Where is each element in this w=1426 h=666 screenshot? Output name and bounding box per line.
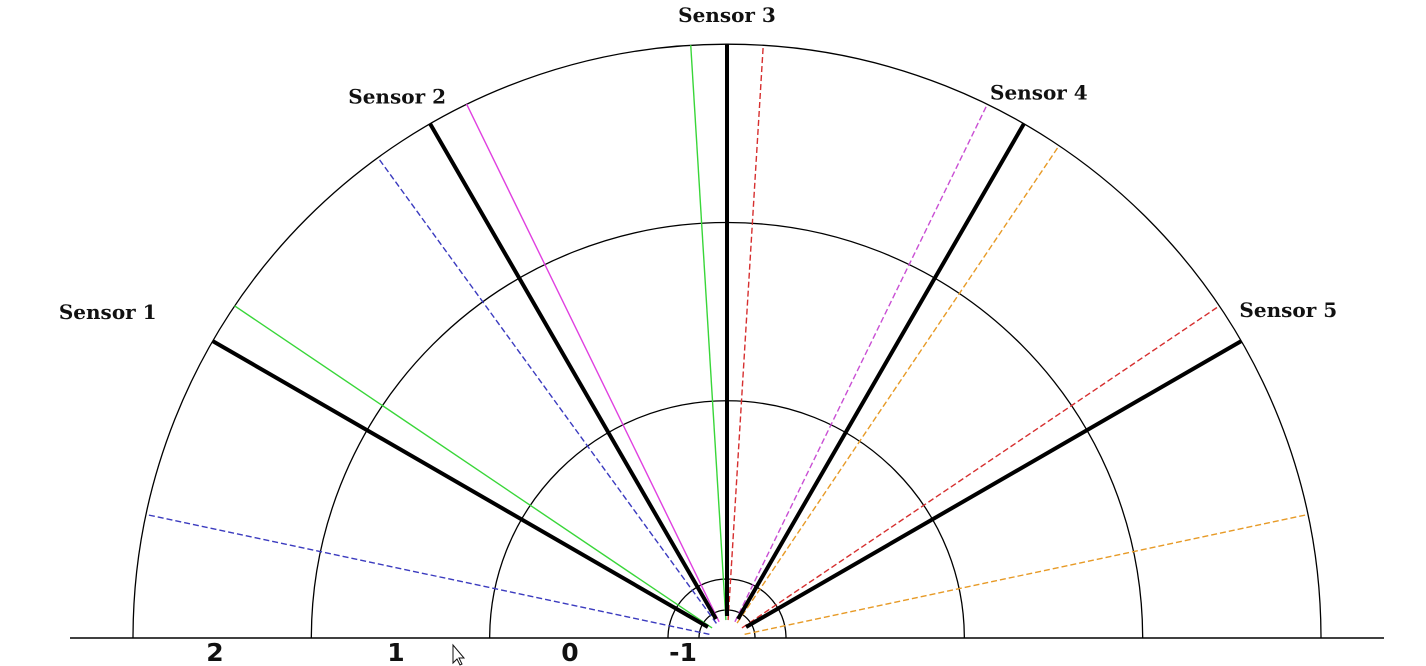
sensor-label: Sensor 4 [990, 81, 1088, 105]
sensor-lines [211, 44, 1243, 629]
sensor-label: Sensor 2 [348, 85, 446, 109]
ring-tick-label: 0 [561, 638, 578, 666]
sensor-label: Sensor 5 [1239, 298, 1337, 322]
sensor-labels: Sensor 1 Sensor 2 Sensor 3 Sensor 4 Sensor 5 [59, 3, 1337, 324]
sensor-ray [234, 305, 713, 629]
ring-tick-labels: 2 1 0 -1 [206, 638, 697, 666]
sensor-ray [741, 305, 1220, 629]
sensor-ray [690, 45, 727, 621]
sensor-label: Sensor 3 [678, 3, 776, 27]
ring-tick-label: 1 [387, 638, 404, 666]
ring-tick-label: -1 [669, 638, 697, 666]
sensor-ray [377, 157, 717, 624]
sensor-line [745, 339, 1243, 629]
sensor-ray [734, 103, 989, 623]
sensor-ray [727, 45, 764, 621]
mouse-pointer-icon [452, 643, 466, 666]
ring-tick-label: 2 [206, 638, 223, 666]
sensor-ray [736, 145, 1060, 624]
sensor-label: Sensor 1 [59, 300, 157, 324]
sensor-line [211, 339, 709, 629]
sensor-line [736, 122, 1026, 620]
sensor-ray [145, 513, 710, 635]
sensor-rays [145, 45, 1309, 635]
sensor-ray [744, 513, 1309, 635]
sensor-line [428, 122, 718, 620]
sensor-ray [465, 103, 720, 623]
